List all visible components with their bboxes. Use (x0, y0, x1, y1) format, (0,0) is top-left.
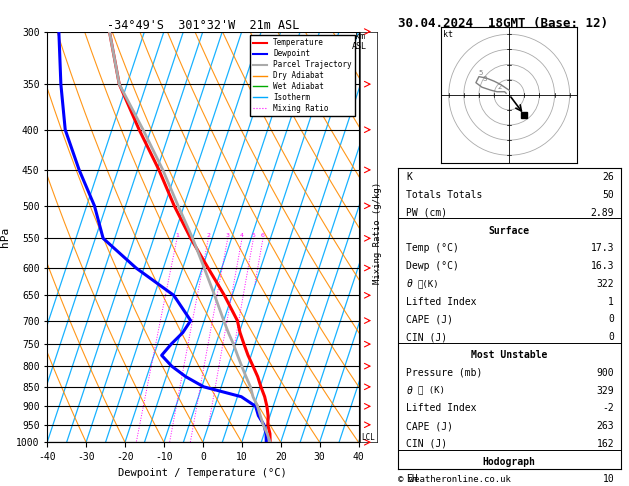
Text: LCL: LCL (362, 433, 376, 442)
Text: 900: 900 (596, 368, 614, 378)
Text: K: K (406, 172, 413, 182)
Text: Surface: Surface (489, 226, 530, 236)
Text: CIN (J): CIN (J) (406, 332, 448, 342)
Text: θ: θ (406, 385, 413, 396)
Legend: Temperature, Dewpoint, Parcel Trajectory, Dry Adiabat, Wet Adiabat, Isotherm, Mi: Temperature, Dewpoint, Parcel Trajectory… (250, 35, 355, 116)
Text: 0: 0 (608, 314, 614, 325)
Text: EH: EH (406, 474, 418, 485)
X-axis label: Dewpoint / Temperature (°C): Dewpoint / Temperature (°C) (118, 468, 287, 478)
Text: 50: 50 (603, 190, 614, 200)
Text: Mixing Ratio (g/kg): Mixing Ratio (g/kg) (373, 182, 382, 284)
Text: 17.3: 17.3 (591, 243, 614, 253)
Text: 2: 2 (497, 84, 501, 90)
Text: 5: 5 (252, 233, 255, 238)
Text: 5: 5 (479, 70, 483, 76)
Text: 1: 1 (608, 296, 614, 307)
Text: 16.3: 16.3 (591, 261, 614, 271)
Text: Lifted Index: Lifted Index (406, 403, 477, 413)
Text: ᴄ (K): ᴄ (K) (418, 385, 445, 395)
Text: 0: 0 (608, 332, 614, 342)
Y-axis label: hPa: hPa (1, 227, 11, 247)
Text: 10: 10 (603, 474, 614, 485)
Text: 3: 3 (226, 233, 230, 238)
Text: ᴄ(K): ᴄ(K) (418, 279, 439, 288)
Text: 2.89: 2.89 (591, 208, 614, 218)
Text: Dewp (°C): Dewp (°C) (406, 261, 459, 271)
Text: Lifted Index: Lifted Index (406, 296, 477, 307)
Text: 30.04.2024  18GMT (Base: 12): 30.04.2024 18GMT (Base: 12) (398, 17, 608, 30)
Text: 6: 6 (261, 233, 265, 238)
Text: Temp (°C): Temp (°C) (406, 243, 459, 253)
Text: 162: 162 (596, 439, 614, 449)
Text: CIN (J): CIN (J) (406, 439, 448, 449)
Text: CAPE (J): CAPE (J) (406, 421, 454, 431)
Text: kt: kt (443, 30, 453, 39)
Text: CAPE (J): CAPE (J) (406, 314, 454, 325)
Text: 322: 322 (596, 279, 614, 289)
Text: 26: 26 (603, 172, 614, 182)
Text: 3: 3 (482, 76, 486, 82)
Text: Totals Totals: Totals Totals (406, 190, 483, 200)
Text: -2: -2 (603, 403, 614, 413)
Text: © weatheronline.co.uk: © weatheronline.co.uk (398, 474, 510, 484)
Text: Most Unstable: Most Unstable (471, 350, 547, 360)
Text: Pressure (mb): Pressure (mb) (406, 368, 483, 378)
Text: 4: 4 (240, 233, 244, 238)
Text: 329: 329 (596, 385, 614, 396)
Text: θ: θ (406, 279, 413, 289)
Text: km
ASL: km ASL (352, 32, 367, 51)
Text: 1: 1 (175, 233, 179, 238)
Text: 263: 263 (596, 421, 614, 431)
Text: PW (cm): PW (cm) (406, 208, 448, 218)
Title: -34°49'S  301°32'W  21m ASL: -34°49'S 301°32'W 21m ASL (107, 18, 299, 32)
Text: 2: 2 (206, 233, 210, 238)
Text: Hodograph: Hodograph (482, 457, 536, 467)
